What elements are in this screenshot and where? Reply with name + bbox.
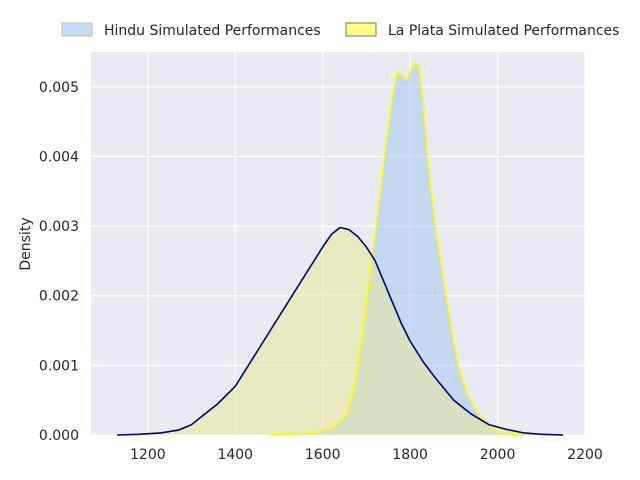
y-tick-label: 0.005: [39, 80, 79, 96]
legend: Hindu Simulated Performances La Plata Sim…: [61, 22, 619, 39]
legend-swatch-2: [345, 22, 377, 37]
x-tick-label: 1200: [130, 447, 166, 463]
series-line-1: [270, 61, 524, 436]
legend-label-1: Hindu Simulated Performances: [104, 23, 321, 39]
y-tick-label: 0.002: [39, 289, 79, 305]
y-tick-label: 0.000: [39, 428, 79, 444]
x-tick-label: 1400: [217, 447, 253, 463]
series-line-2: [117, 226, 564, 436]
x-tick-label: 2000: [480, 447, 516, 463]
legend-swatch-1: [61, 22, 93, 37]
series-area-fill-2: [117, 227, 564, 435]
series-area-fill-1: [270, 62, 524, 436]
x-axis-ticks: 1200 1400 1600 1800 2000 2200: [130, 447, 603, 463]
x-tick-label: 2200: [567, 447, 603, 463]
y-tick-label: 0.001: [39, 358, 79, 374]
x-tick-label: 1600: [305, 447, 341, 463]
density-areas: [117, 61, 564, 436]
gridlines: [91, 52, 586, 436]
y-tick-label: 0.004: [39, 149, 79, 165]
legend-label-2: La Plata Simulated Performances: [388, 23, 619, 39]
y-axis-ticks: 0.000 0.001 0.002 0.003 0.004 0.005: [39, 80, 79, 444]
y-axis-label: Density: [18, 217, 34, 270]
y-tick-label: 0.003: [39, 219, 79, 235]
x-tick-label: 1800: [392, 447, 428, 463]
